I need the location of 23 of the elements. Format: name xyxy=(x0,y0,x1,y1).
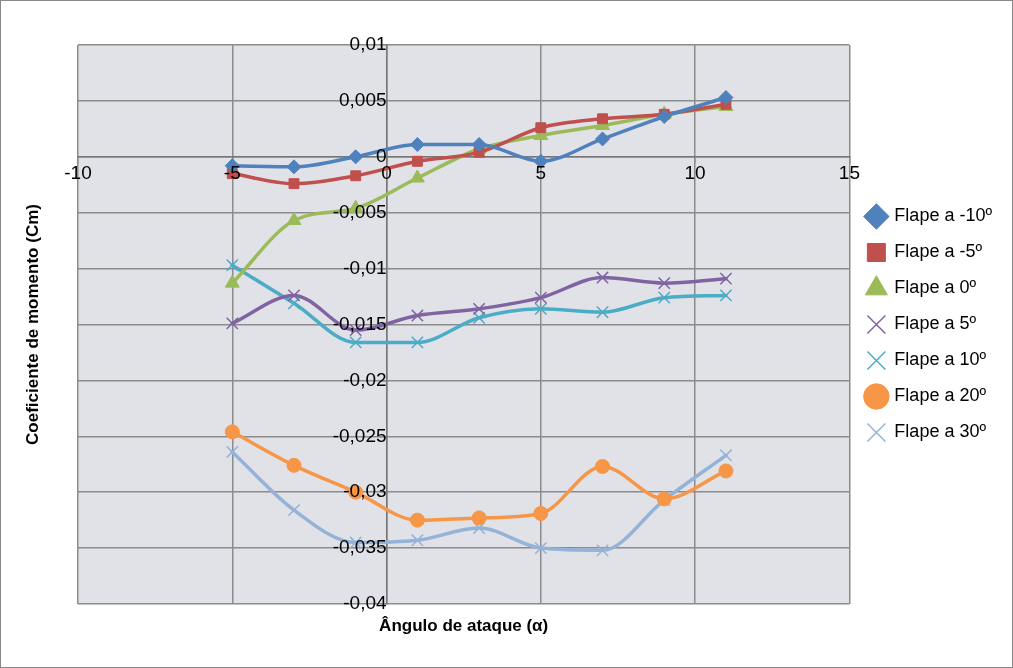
x-tick-label: 10 xyxy=(684,162,706,184)
x-axis-title: Ângulo de ataque (α) xyxy=(379,616,549,636)
legend-label: Flape a 10º xyxy=(894,349,987,370)
y-tick-label: -0,025 xyxy=(332,424,387,446)
y-tick-label: -0,035 xyxy=(332,536,387,558)
y-axis-title: Coeficiente de momento (Cm) xyxy=(22,204,42,445)
y-tick-label: -0,02 xyxy=(343,368,387,390)
legend-label: Flape a -5º xyxy=(894,241,983,262)
y-tick-label: 0,01 xyxy=(349,33,387,55)
y-tick-label: -0,01 xyxy=(343,256,387,278)
y-tick-label: -0,015 xyxy=(332,312,387,334)
y-tick-label: -0,03 xyxy=(343,480,387,502)
legend-label: Flape a 0º xyxy=(894,277,977,298)
y-tick-label: -0,005 xyxy=(332,200,387,222)
x-tick-label: -10 xyxy=(64,162,92,184)
y-tick-label: 0,005 xyxy=(339,89,387,111)
legend-label: Flape a 5º xyxy=(894,313,977,334)
x-tick-label: 15 xyxy=(838,162,860,184)
y-tick-label: -0,04 xyxy=(343,592,387,614)
legend-label: Flape a 30º xyxy=(894,421,987,442)
x-tick-label: 5 xyxy=(535,162,547,184)
legend-label: Flape a 20º xyxy=(894,385,987,406)
legend-label: Flape a -10º xyxy=(894,205,993,226)
